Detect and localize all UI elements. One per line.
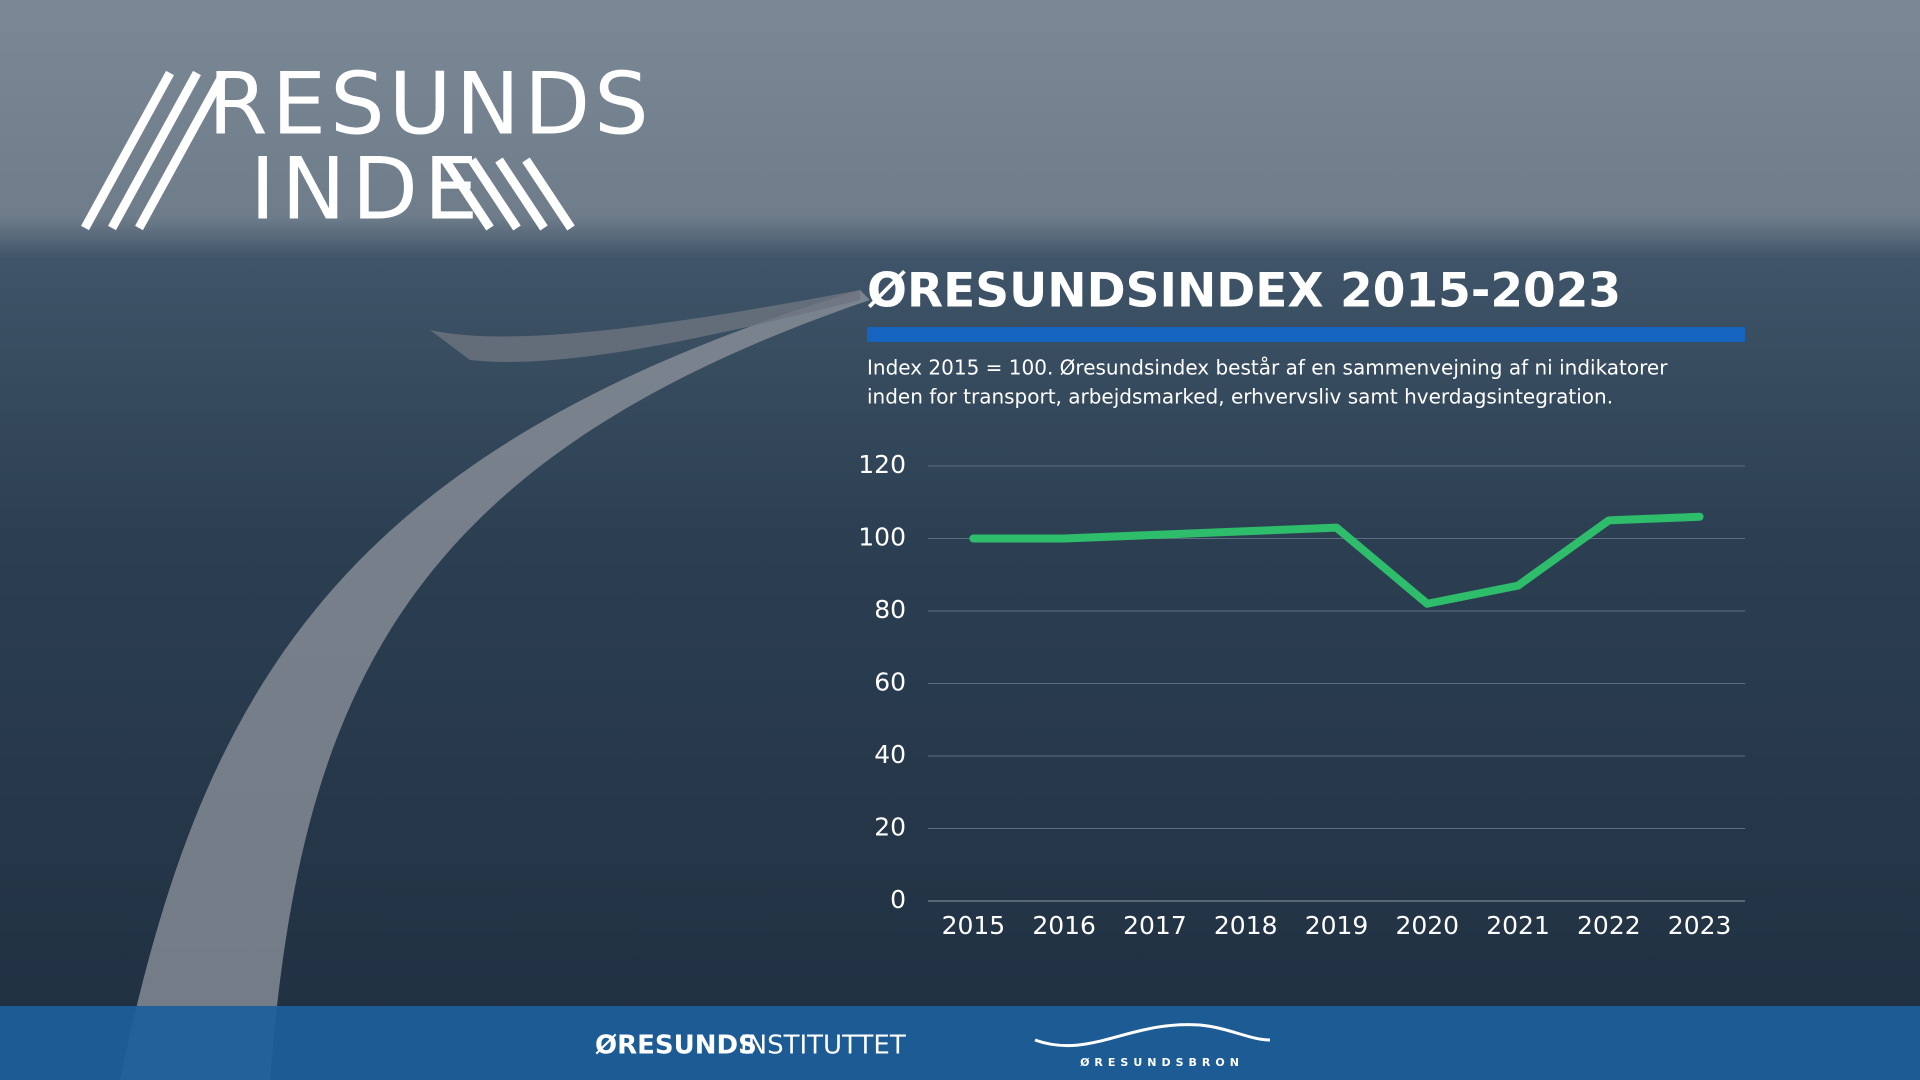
x-tick-label: 2016	[1032, 911, 1096, 940]
footer-institute: INSTITUTTET	[740, 1031, 906, 1061]
x-tick-label: 2023	[1668, 911, 1732, 940]
x-tick-label: 2018	[1214, 911, 1278, 940]
y-tick-label: 60	[874, 668, 906, 697]
y-tick-label: 100	[858, 523, 906, 552]
x-tick-label: 2017	[1123, 911, 1187, 940]
island	[430, 290, 860, 362]
y-tick-label: 80	[874, 595, 906, 624]
bridge-logo	[1034, 1023, 1271, 1048]
y-tick-label: 0	[890, 885, 906, 914]
footer-band	[0, 1006, 1920, 1080]
x-tick-label: 2021	[1486, 911, 1550, 940]
y-tick-label: 20	[874, 813, 906, 842]
data-line	[969, 512, 1704, 608]
y-tick-label: 120	[858, 450, 906, 479]
chart-title: ØRESUNDSINDEX 2015-2023	[867, 264, 1621, 319]
x-tick-label: 2020	[1395, 911, 1459, 940]
title-bar	[867, 327, 1745, 342]
x-tick-label: 2022	[1577, 911, 1641, 940]
subtitle: inden for transport, arbejdsmarked, erhv…	[867, 385, 1613, 409]
footer-institute-bold: ØRESUNDS	[595, 1031, 757, 1061]
logo-line2: INDE	[250, 139, 484, 239]
bridge	[120, 290, 870, 1080]
logo-line1: RESUNDS	[208, 54, 653, 154]
x-tick-label: 2019	[1305, 911, 1369, 940]
footer-bridge: ØRESUNDSBRON	[1080, 1056, 1244, 1069]
logo-stripes	[81, 70, 575, 231]
subtitle: Index 2015 = 100. Øresundsindex består a…	[867, 356, 1668, 380]
x-tick-label: 2015	[942, 911, 1006, 940]
y-tick-label: 40	[874, 740, 906, 769]
